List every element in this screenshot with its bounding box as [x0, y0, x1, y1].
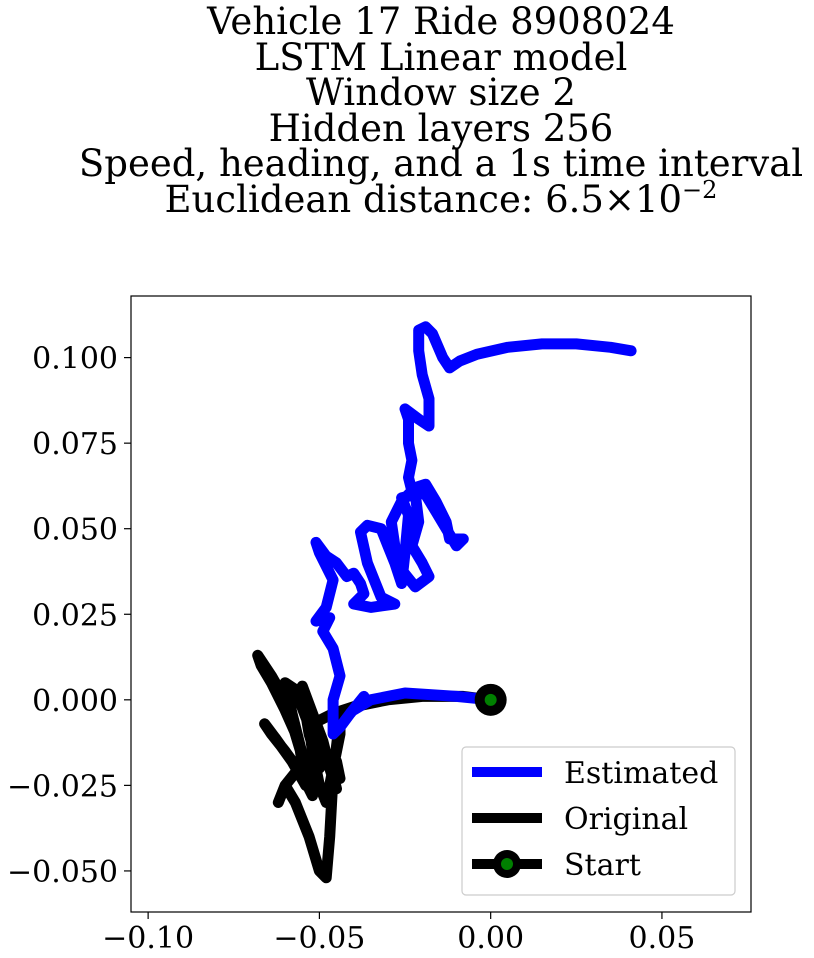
title-line: LSTM Linear model [254, 35, 628, 79]
series-line-estimated [310, 321, 637, 740]
legend-label-original: Original [564, 802, 688, 837]
chart-title: Vehicle 17 Ride 8908024 LSTM Linear mode… [0, 0, 814, 218]
legend-start-marker-center [501, 858, 513, 870]
legend-label-estimated: Estimated [564, 756, 718, 791]
y-tick-label: −0.025 [7, 769, 118, 804]
x-tick-label: −0.10 [102, 921, 194, 956]
series-layer [252, 321, 637, 884]
title-line: Speed, heading, and a 1s time interval [78, 142, 804, 185]
y-axis: −0.050 −0.025 0.000 0.025 0.050 0.075 0.100 [7, 342, 131, 890]
y-tick-label: 0.000 [32, 684, 118, 719]
legend-frame [461, 746, 736, 896]
title-distance-text: Euclidean distance: 6.5×10 [164, 177, 683, 221]
legend: Estimated Original Start [461, 746, 736, 896]
y-tick-label: 0.025 [32, 598, 118, 633]
y-tick-label: 0.075 [32, 427, 118, 462]
series-line-original [252, 649, 497, 884]
title-line: Vehicle 17 Ride 8908024 [207, 0, 675, 43]
title-exponent: −2 [682, 175, 718, 204]
y-tick-label: −0.050 [7, 855, 118, 890]
x-tick-label: 0.00 [457, 921, 524, 956]
plot-frame [130, 295, 752, 913]
title-line: Hidden layers 256 [268, 106, 614, 150]
x-tick-label: −0.05 [273, 921, 365, 956]
x-axis: −0.10 −0.05 0.00 0.05 [102, 912, 695, 956]
y-tick-label: 0.100 [32, 342, 118, 377]
x-tick-label: 0.05 [629, 921, 696, 956]
title-line: Euclidean distance: 6.5×10−2 [0, 178, 814, 218]
y-tick-label: 0.050 [32, 513, 118, 548]
legend-label-start: Start [564, 848, 641, 883]
start-marker-center [484, 693, 497, 706]
title-line: Window size 2 [306, 71, 576, 114]
